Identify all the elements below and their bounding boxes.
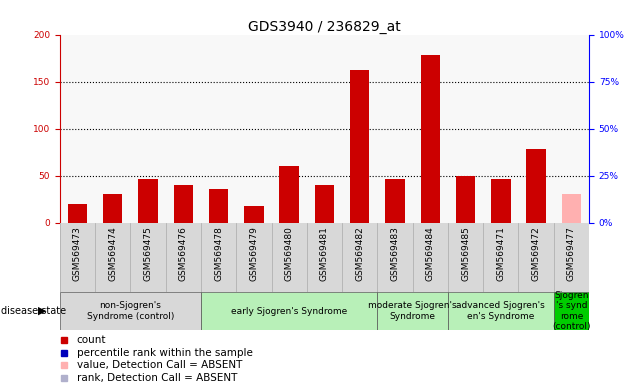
Text: GSM569481: GSM569481 — [320, 226, 329, 281]
Text: moderate Sjogren's
Syndrome: moderate Sjogren's Syndrome — [369, 301, 457, 321]
Bar — [386, 179, 404, 223]
FancyBboxPatch shape — [377, 292, 448, 330]
Text: non-Sjogren's
Syndrome (control): non-Sjogren's Syndrome (control) — [87, 301, 174, 321]
Text: GSM569484: GSM569484 — [426, 226, 435, 281]
Text: GSM569474: GSM569474 — [108, 226, 117, 281]
Text: GSM569472: GSM569472 — [532, 226, 541, 281]
Text: GSM569477: GSM569477 — [567, 226, 576, 281]
Title: GDS3940 / 236829_at: GDS3940 / 236829_at — [248, 20, 401, 33]
FancyBboxPatch shape — [554, 292, 589, 330]
Text: GSM569479: GSM569479 — [249, 226, 258, 281]
Bar — [209, 189, 228, 223]
Text: rank, Detection Call = ABSENT: rank, Detection Call = ABSENT — [76, 373, 237, 383]
Text: Sjogren
's synd
rome
(control): Sjogren 's synd rome (control) — [552, 291, 591, 331]
Text: value, Detection Call = ABSENT: value, Detection Call = ABSENT — [76, 360, 242, 370]
Bar — [103, 195, 122, 223]
Text: GSM569478: GSM569478 — [214, 226, 223, 281]
Text: GSM569473: GSM569473 — [73, 226, 82, 281]
Bar — [139, 179, 158, 223]
Text: early Sjogren's Syndrome: early Sjogren's Syndrome — [231, 306, 347, 316]
FancyBboxPatch shape — [60, 292, 201, 330]
Bar — [315, 185, 334, 223]
Text: disease state: disease state — [1, 306, 66, 316]
Bar — [456, 176, 475, 223]
Bar — [350, 70, 369, 223]
Text: GSM569471: GSM569471 — [496, 226, 505, 281]
Text: GSM569483: GSM569483 — [391, 226, 399, 281]
Bar — [68, 204, 87, 223]
Text: GSM569485: GSM569485 — [461, 226, 470, 281]
FancyBboxPatch shape — [448, 292, 554, 330]
Bar — [280, 166, 299, 223]
Bar — [244, 206, 263, 223]
Bar — [421, 55, 440, 223]
Bar — [174, 185, 193, 223]
Text: GSM569482: GSM569482 — [355, 226, 364, 281]
Bar — [527, 149, 546, 223]
Bar — [491, 179, 510, 223]
Text: advanced Sjogren's
en's Syndrome: advanced Sjogren's en's Syndrome — [457, 301, 545, 321]
Text: ▶: ▶ — [38, 306, 46, 316]
Text: percentile rank within the sample: percentile rank within the sample — [76, 348, 253, 358]
Text: GSM569475: GSM569475 — [144, 226, 152, 281]
Bar — [562, 195, 581, 223]
Text: GSM569476: GSM569476 — [179, 226, 188, 281]
Text: count: count — [76, 335, 106, 345]
FancyBboxPatch shape — [201, 292, 377, 330]
Text: GSM569480: GSM569480 — [285, 226, 294, 281]
